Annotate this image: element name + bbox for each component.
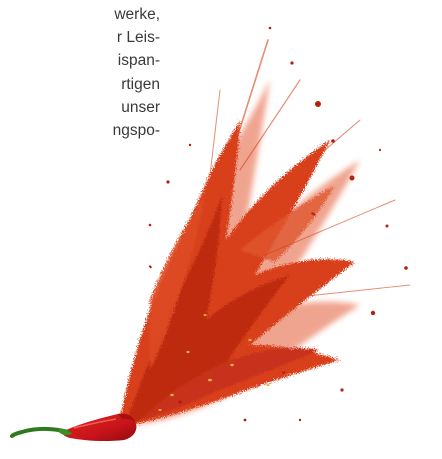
article-text-fragment: werke, r Leis- ispan- rtigen unser ngspo… — [0, 0, 160, 142]
text-line: rtigen — [121, 75, 160, 93]
powder-streaks — [209, 39, 411, 301]
text-line: unser — [121, 98, 160, 116]
text-line: r Leis- — [116, 29, 160, 47]
text-line: ngspo- — [112, 122, 160, 140]
text-line: werke, — [114, 6, 160, 23]
chili-seeds — [158, 314, 270, 411]
powder-plume — [118, 120, 355, 428]
chili-pepper — [10, 413, 137, 442]
text-line: ispan- — [117, 52, 160, 70]
chili-flakes — [148, 26, 408, 422]
